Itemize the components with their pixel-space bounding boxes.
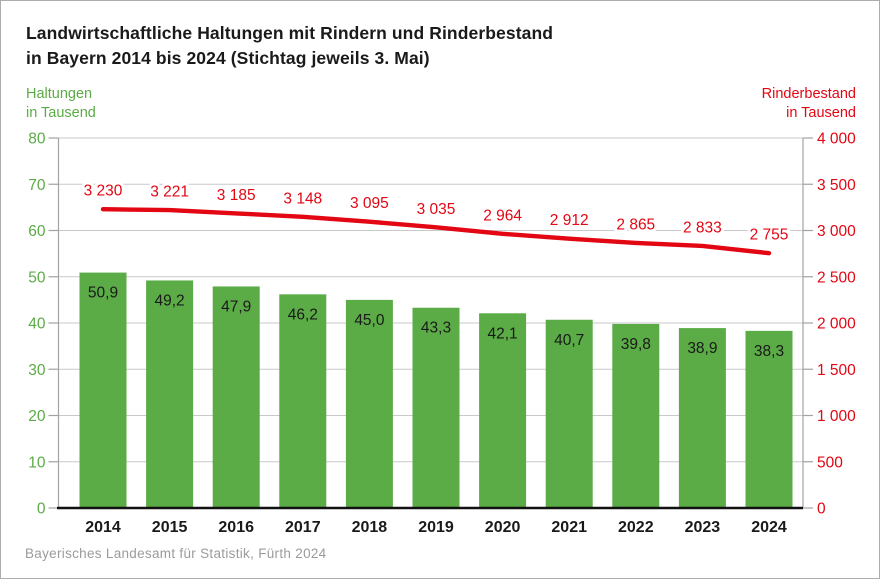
left-tick-label-10: 10	[28, 454, 46, 471]
bar-2023	[678, 328, 726, 508]
x-tick-label-2020: 2020	[485, 519, 521, 536]
line-series-rinderbestand	[100, 207, 772, 256]
bar-label-2021: 40,7	[554, 332, 584, 349]
left-axis-title: Haltungen in Tausend	[26, 85, 96, 123]
line-label-2014: 3 230	[84, 183, 123, 200]
x-tick-label-2015: 2015	[152, 519, 188, 536]
left-axis-title-line2: in Tausend	[26, 105, 96, 121]
line-label-2017: 3 148	[283, 190, 322, 207]
left-tick-label-80: 80	[28, 131, 46, 148]
x-tick-label-2014: 2014	[85, 519, 121, 536]
right-tick-label-1 000: 1 000	[817, 408, 856, 425]
source-note: Bayerisches Landesamt für Statistik, Für…	[25, 546, 327, 561]
bar-2021	[545, 319, 593, 508]
bar-2019	[412, 307, 460, 508]
bar-label-2019: 43,3	[421, 320, 451, 337]
x-tick-label-2024: 2024	[751, 519, 787, 536]
chart-title: Landwirtschaftliche Haltungen mit Rinder…	[26, 21, 553, 70]
bar-label-2022: 39,8	[621, 336, 651, 353]
left-tick-label-30: 30	[28, 362, 46, 379]
x-tick-label-2023: 2023	[685, 519, 721, 536]
line-label-2020: 2 964	[483, 207, 522, 224]
bar-label-2018: 45,0	[354, 312, 385, 329]
left-tick-label-70: 70	[28, 177, 46, 194]
bar-2022	[612, 323, 660, 508]
line-label-2023: 2 833	[683, 219, 722, 236]
line-label-2018: 3 095	[350, 195, 389, 212]
bar-label-2015: 49,2	[155, 292, 185, 309]
right-tick-label-2 500: 2 500	[817, 269, 856, 286]
bar-label-2017: 46,2	[288, 306, 318, 323]
line-label-2022: 2 865	[616, 216, 655, 233]
left-tick-label-20: 20	[28, 408, 46, 425]
right-axis-title-line2: in Tausend	[786, 105, 856, 121]
bar-label-2024: 38,3	[754, 343, 784, 360]
x-tick-label-2019: 2019	[418, 519, 454, 536]
right-tick-label-4 000: 4 000	[817, 131, 856, 148]
bar-label-2016: 47,9	[221, 298, 251, 315]
left-tick-label-50: 50	[28, 269, 46, 286]
bar-label-2023: 38,9	[687, 340, 717, 357]
bar-2024	[745, 330, 793, 508]
bar-2018	[345, 299, 393, 508]
left-tick-label-60: 60	[28, 223, 46, 240]
line-label-2021: 2 912	[550, 212, 589, 229]
bar-label-2014: 50,9	[88, 285, 118, 302]
x-tick-label-2021: 2021	[551, 519, 587, 536]
right-tick-label-3 500: 3 500	[817, 177, 856, 194]
line-label-2019: 3 035	[417, 201, 456, 218]
x-tick-label-2017: 2017	[285, 519, 321, 536]
right-tick-label-0: 0	[817, 501, 826, 518]
bar-2020	[479, 313, 527, 508]
bar-2015	[146, 280, 194, 508]
bar-2014	[79, 272, 127, 508]
line-label-2016: 3 185	[217, 187, 256, 204]
left-axis-title-line1: Haltungen	[26, 86, 93, 102]
right-tick-label-1 500: 1 500	[817, 362, 856, 379]
left-tick-label-0: 0	[37, 501, 46, 518]
line-label-2024: 2 755	[750, 227, 789, 244]
chart-title-line2: in Bayern 2014 bis 2024 (Stichtag jeweil…	[26, 47, 430, 68]
x-tick-label-2018: 2018	[352, 519, 388, 536]
right-tick-label-500: 500	[817, 454, 843, 471]
right-axis-title-line1: Rinderbestand	[761, 86, 856, 102]
x-tick-label-2022: 2022	[618, 519, 654, 536]
left-tick-label-40: 40	[28, 316, 46, 333]
bar-2016	[212, 286, 260, 508]
right-axis-title: Rinderbestand in Tausend	[762, 85, 856, 123]
bar-2017	[279, 294, 327, 508]
right-tick-label-3 000: 3 000	[817, 223, 856, 240]
x-tick-label-2016: 2016	[218, 519, 254, 536]
chart-title-line1: Landwirtschaftliche Haltungen mit Rinder…	[26, 23, 554, 43]
bar-label-2020: 42,1	[488, 325, 518, 342]
line-label-2015: 3 221	[150, 184, 189, 201]
right-tick-label-2 000: 2 000	[817, 316, 856, 333]
